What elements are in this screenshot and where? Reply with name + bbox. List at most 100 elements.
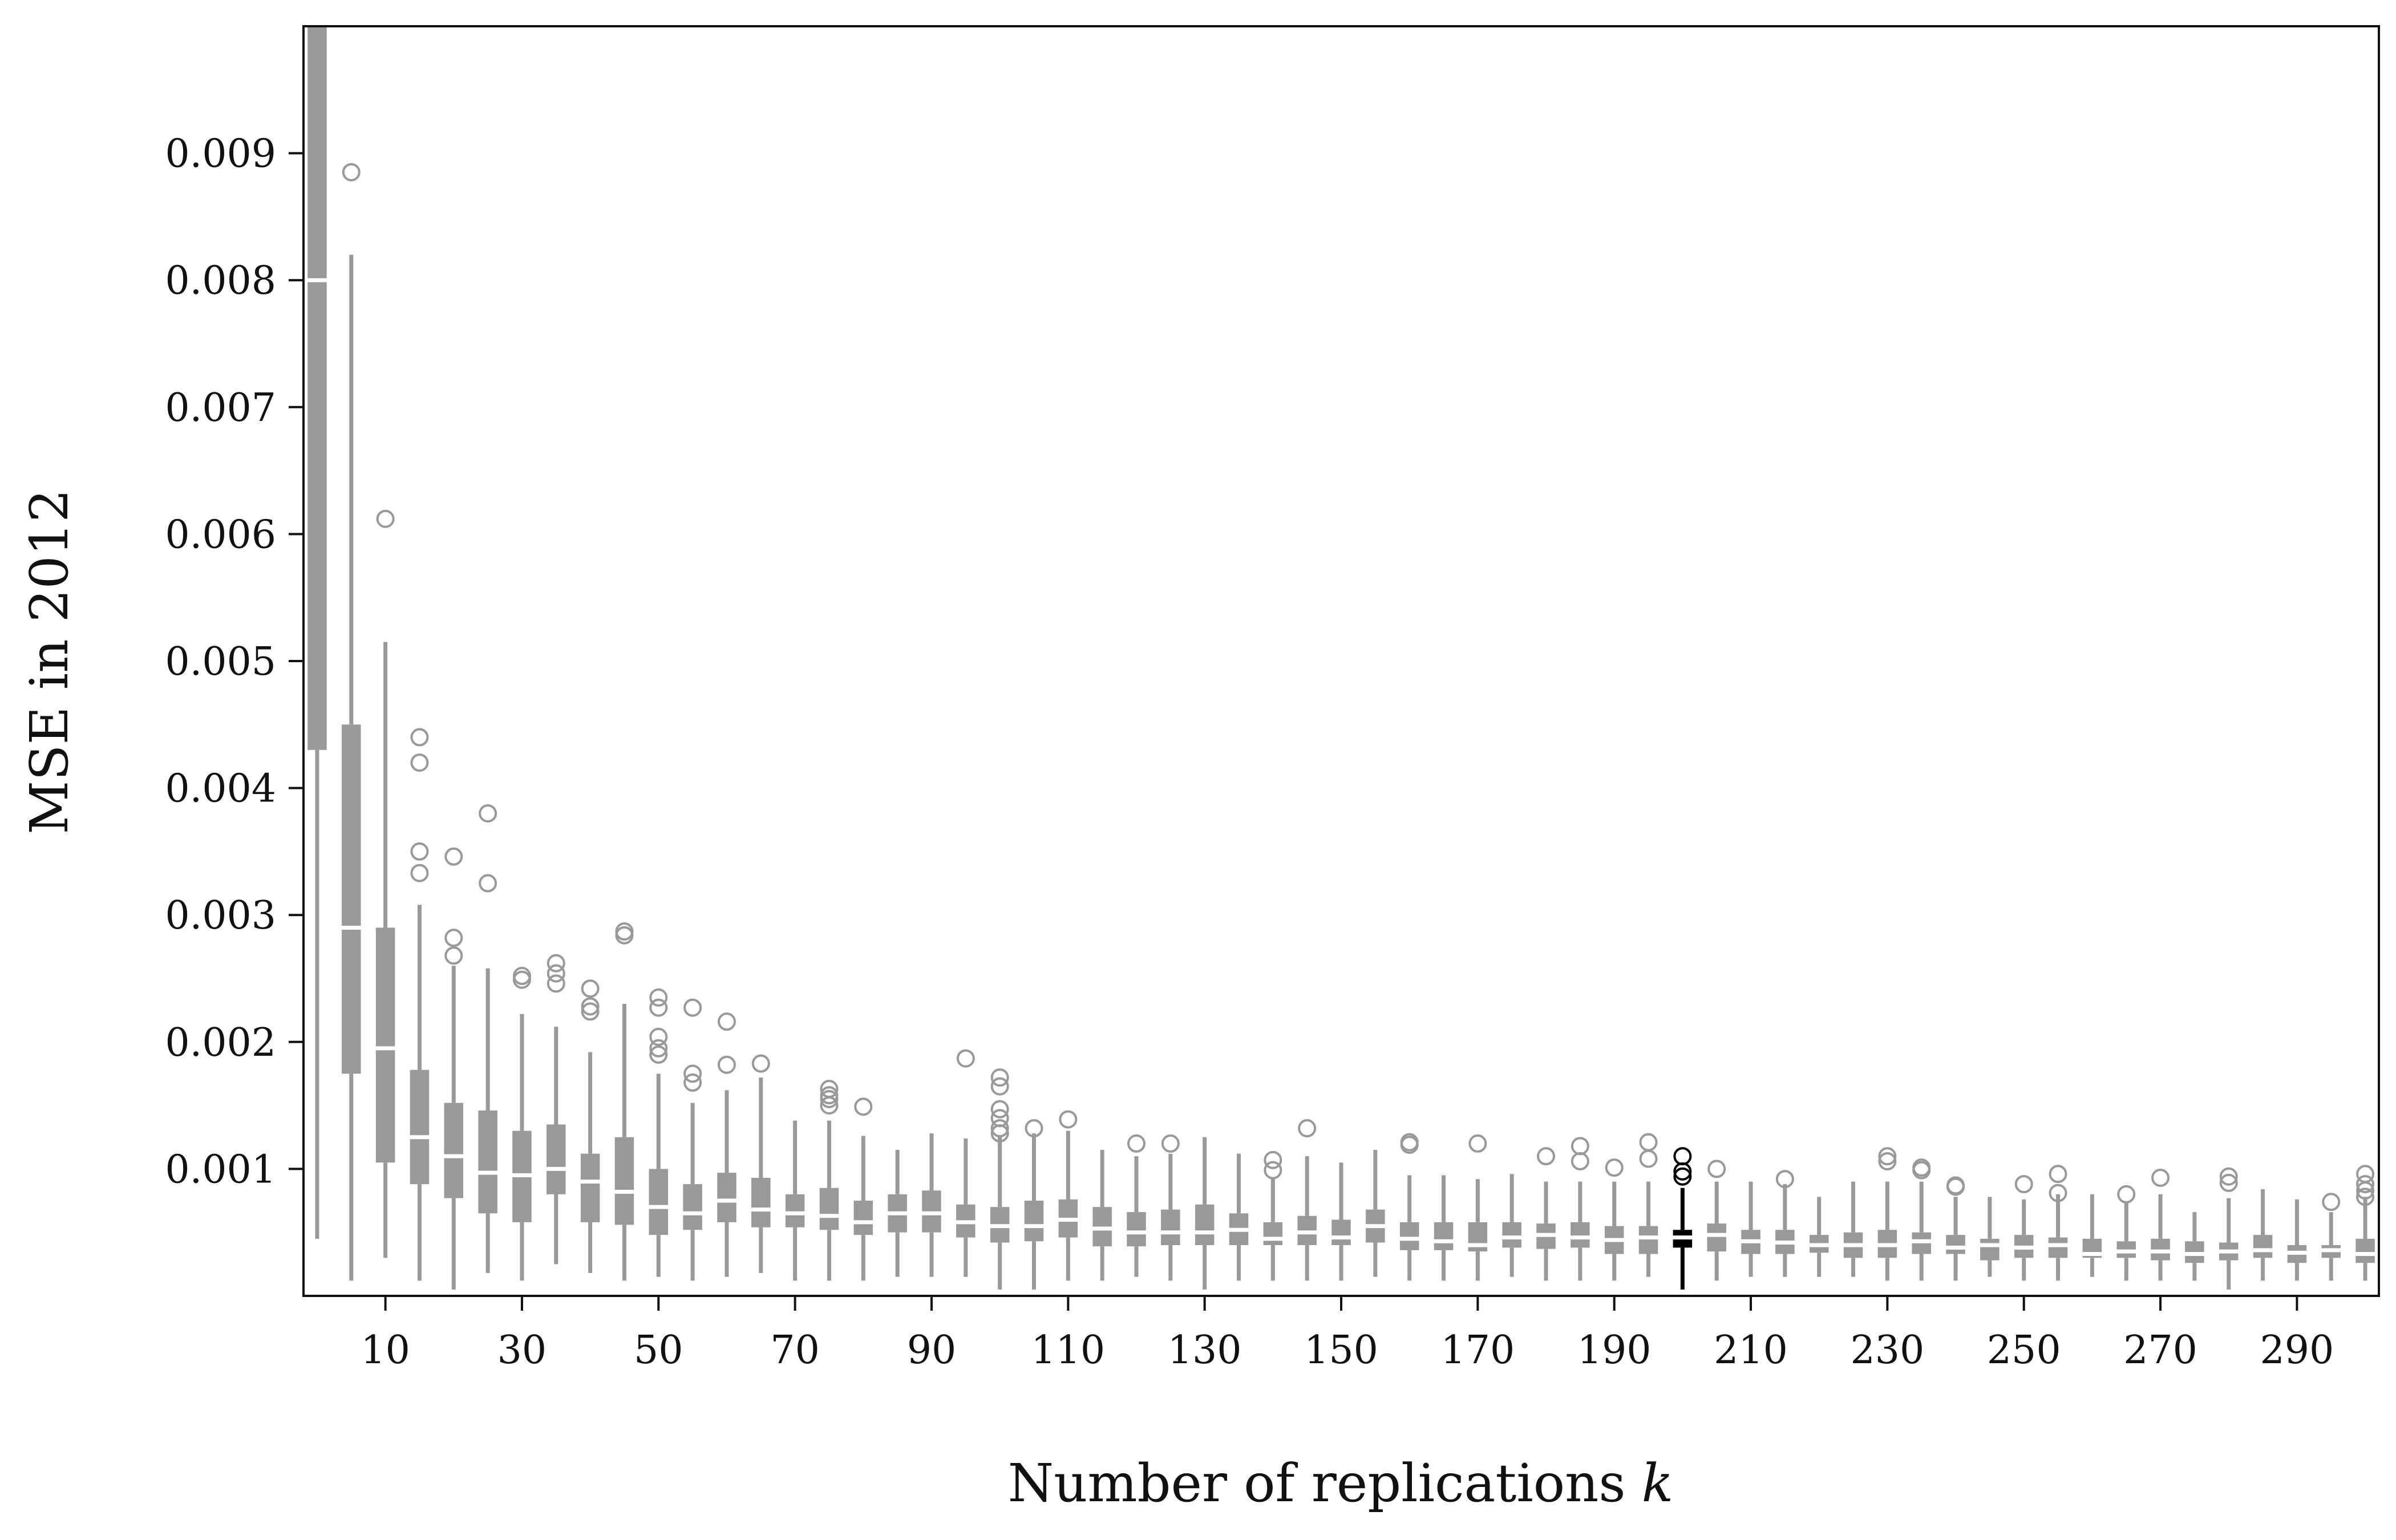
- box-k-300: [2354, 1165, 2376, 1281]
- box-k-180: [1535, 1147, 1557, 1281]
- outlier-point: [1468, 1134, 1487, 1153]
- x-tick-label: 250: [1987, 1328, 2061, 1373]
- outlier-point: [2356, 1175, 2375, 1194]
- outlier-point: [649, 988, 668, 1007]
- box-k-95: [955, 1049, 977, 1277]
- box-body: [1502, 1222, 1521, 1248]
- outlier-point: [547, 964, 565, 983]
- box-k-35: [545, 954, 567, 1265]
- box-k-280: [2217, 1167, 2240, 1290]
- box-body: [444, 1103, 464, 1198]
- outlier-point: [479, 804, 497, 823]
- box-k-105: [1023, 1119, 1045, 1290]
- y-tick-label: 0.005: [165, 639, 276, 684]
- y-tick-label: 0.008: [165, 258, 276, 303]
- outlier-point: [1127, 1134, 1146, 1153]
- outlier-point: [683, 1073, 702, 1092]
- outlier-point: [512, 967, 531, 986]
- box-k-25: [477, 804, 499, 1273]
- box-k-5: [341, 163, 362, 1281]
- box-body: [410, 1069, 430, 1185]
- outlier-point: [2014, 1175, 2033, 1194]
- box-k-225: [1842, 1181, 1864, 1277]
- outlier-point: [2219, 1173, 2238, 1192]
- box-body: [547, 1124, 566, 1194]
- outlier-point: [581, 1002, 600, 1021]
- x-axis-title-text: Number of replications: [1008, 1453, 1626, 1514]
- box-body: [342, 724, 361, 1074]
- box-k-295: [2320, 1193, 2342, 1281]
- x-axis-title-variable: k: [1642, 1453, 1674, 1514]
- x-tick-label: 110: [1031, 1328, 1105, 1373]
- box-body: [1399, 1222, 1419, 1250]
- outlier-point: [717, 1012, 736, 1031]
- box-k-290: [2286, 1199, 2308, 1281]
- box-k-100: [989, 1068, 1011, 1290]
- outlier-point: [1673, 1167, 1692, 1186]
- box-body: [307, 26, 327, 750]
- outlier-point: [649, 1045, 668, 1064]
- x-tick-label: 190: [1577, 1328, 1652, 1373]
- outlier-point: [410, 842, 429, 861]
- box-k-170: [1467, 1134, 1489, 1281]
- outlier-point: [1605, 1158, 1624, 1177]
- box-k-50: [647, 988, 670, 1277]
- outlier-point: [1059, 1110, 1078, 1129]
- box-body: [1571, 1222, 1590, 1248]
- box-k-260: [2081, 1194, 2103, 1277]
- box-k-275: [2184, 1212, 2205, 1281]
- outlier-point: [649, 1039, 668, 1057]
- outlier-point: [683, 998, 702, 1017]
- box-k-30: [511, 967, 533, 1281]
- box-k-65: [750, 1054, 772, 1273]
- box-k-185: [1569, 1137, 1591, 1281]
- box-body: [1127, 1212, 1146, 1247]
- box-body: [1195, 1204, 1215, 1245]
- x-tick-label: 30: [497, 1328, 547, 1373]
- box-body: [375, 927, 395, 1163]
- outlier-point: [615, 922, 634, 941]
- outlier-point: [820, 1089, 839, 1108]
- box-k-250: [2013, 1175, 2035, 1281]
- outlier-point: [717, 1055, 736, 1074]
- outlier-point: [410, 753, 429, 772]
- box-k-70: [784, 1120, 806, 1281]
- box-k-110: [1057, 1110, 1079, 1281]
- outlier-point: [1537, 1147, 1556, 1166]
- outlier-point: [2219, 1167, 2238, 1186]
- outlier-point: [1298, 1119, 1317, 1138]
- box-body: [1263, 1222, 1283, 1245]
- outlier-point: [2117, 1185, 2136, 1203]
- outlier-point: [2049, 1165, 2067, 1184]
- outlier-point: [2322, 1193, 2341, 1211]
- outlier-point: [854, 1097, 873, 1116]
- x-tick-label: 10: [361, 1328, 410, 1373]
- box-k-160: [1398, 1133, 1420, 1281]
- box-k-155: [1365, 1150, 1386, 1277]
- x-axis-title: Number of replications k: [1008, 1453, 1674, 1514]
- x-axis: 10 30 50 70 90 110 130 150 170 190 210 230 250 270 290: [361, 1296, 2334, 1373]
- outlier-point: [1878, 1152, 1897, 1171]
- outlier-point: [444, 946, 463, 965]
- box-body: [2048, 1237, 2068, 1258]
- box-k-200: [1671, 1147, 1694, 1290]
- box-k-240: [1945, 1176, 1966, 1281]
- box-body: [853, 1201, 873, 1235]
- outlier-point: [1775, 1170, 1794, 1189]
- box-k-265: [2115, 1185, 2137, 1281]
- outlier-point: [649, 1027, 668, 1046]
- outlier-point: [990, 1100, 1009, 1118]
- box-k-270: [2150, 1168, 2171, 1281]
- outlier-point: [1912, 1161, 1931, 1180]
- outlier-point: [1639, 1133, 1658, 1152]
- outlier-point: [376, 509, 395, 528]
- outlier-point: [990, 1124, 1009, 1143]
- outlier-point: [1025, 1119, 1043, 1138]
- box-k-150: [1330, 1162, 1352, 1281]
- outlier-point: [512, 970, 531, 989]
- box-body: [1638, 1226, 1658, 1254]
- outlier-point: [1639, 1149, 1658, 1168]
- box-k-130: [1193, 1137, 1216, 1290]
- box-k-60: [716, 1012, 738, 1277]
- box-body: [1707, 1223, 1726, 1252]
